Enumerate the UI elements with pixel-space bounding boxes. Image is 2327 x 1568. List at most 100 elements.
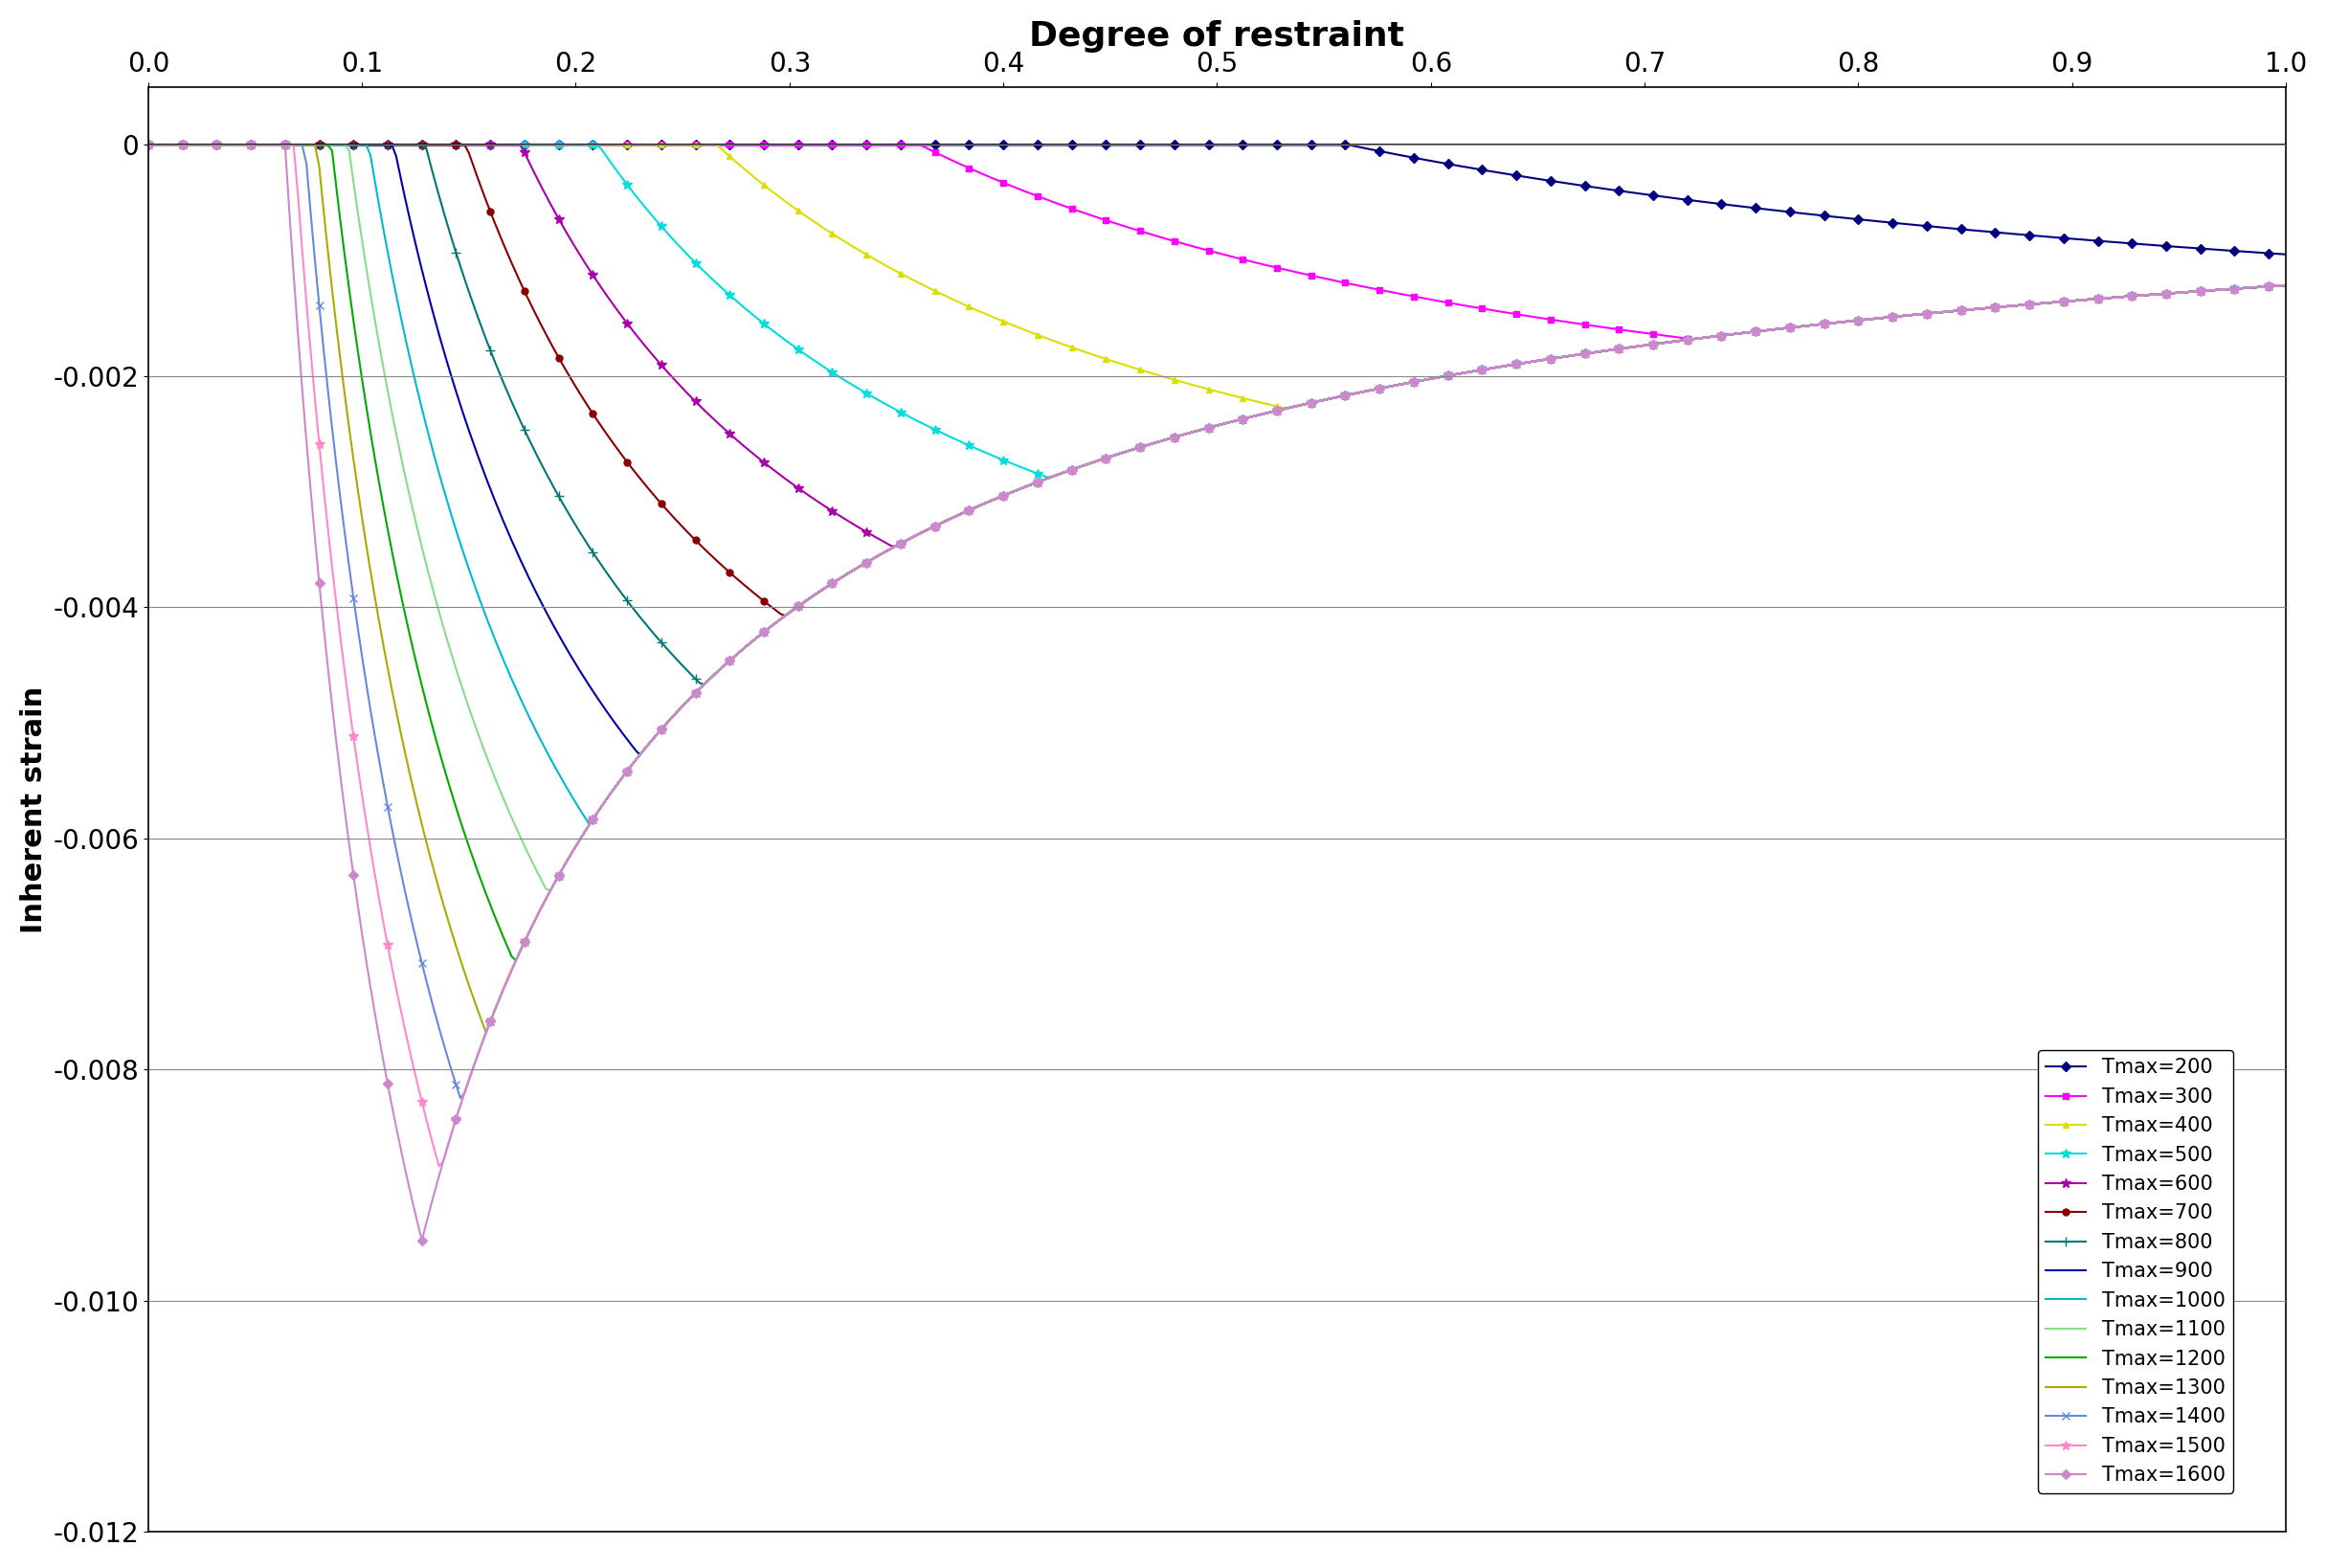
Tmax=500 [912, 416, 940, 434]
Tmax=700 [666, 513, 693, 532]
Tmax=1500 [917, 519, 945, 538]
Tmax=600 [1908, 304, 1936, 323]
Tmax=900 [759, 616, 787, 635]
Tmax=900 [1515, 353, 1543, 372]
Tmax=800 [666, 652, 693, 671]
Tmax=1000 [759, 616, 787, 635]
X-axis label: Degree of restraint: Degree of restraint [1029, 20, 1406, 52]
Line: Tmax=900: Tmax=900 [149, 144, 2285, 754]
Tmax=1500 [1515, 353, 1543, 372]
Line: Tmax=300: Tmax=300 [144, 141, 2290, 342]
Tmax=1000 [575, 814, 603, 833]
Tmax=1500 [426, 1157, 454, 1176]
Tmax=200 [912, 135, 940, 154]
Tmax=1000 [668, 696, 696, 715]
Tmax=1000 [917, 519, 945, 538]
Tmax=1100 [1540, 348, 1568, 367]
Tmax=800 [917, 519, 945, 538]
Tmax=1100 [535, 881, 563, 900]
Tmax=600 [666, 375, 693, 394]
Tmax=500 [754, 318, 782, 337]
Tmax=500 [1515, 353, 1543, 372]
Tmax=400 [1540, 348, 1568, 367]
Tmax=500 [1036, 467, 1063, 486]
Tmax=800 [2271, 276, 2299, 295]
Tmax=1100 [1515, 353, 1543, 372]
Tmax=1000 [135, 135, 163, 154]
Tmax=1400 [1515, 353, 1543, 372]
Tmax=800 [1540, 348, 1568, 367]
Tmax=1600 [759, 616, 787, 635]
Tmax=1000 [1515, 353, 1543, 372]
Tmax=600 [135, 135, 163, 154]
Tmax=1400 [2271, 276, 2299, 295]
Tmax=400 [666, 135, 693, 154]
Tmax=1400 [917, 519, 945, 538]
Tmax=300 [135, 135, 163, 154]
Tmax=600 [754, 456, 782, 475]
Tmax=1300 [472, 1022, 500, 1041]
Tmax=900 [1908, 304, 1936, 323]
Tmax=1100 [2271, 276, 2299, 295]
Tmax=500 [135, 135, 163, 154]
Tmax=1200 [2271, 276, 2299, 295]
Tmax=300 [754, 135, 782, 154]
Tmax=1200 [503, 952, 531, 971]
Tmax=900 [668, 696, 696, 715]
Tmax=1600 [1908, 304, 1936, 323]
Tmax=500 [1908, 304, 1936, 323]
Tmax=200 [1510, 168, 1538, 187]
Tmax=1300 [2271, 276, 2299, 295]
Tmax=1000 [1540, 348, 1568, 367]
Y-axis label: Inherent strain: Inherent strain [21, 685, 47, 933]
Tmax=1200 [917, 519, 945, 538]
Tmax=400 [754, 179, 782, 198]
Line: Tmax=1200: Tmax=1200 [149, 144, 2285, 961]
Tmax=300 [1908, 304, 1936, 323]
Tmax=400 [912, 278, 940, 296]
Tmax=400 [2271, 276, 2299, 295]
Tmax=600 [917, 519, 945, 538]
Tmax=1300 [917, 519, 945, 538]
Legend: Tmax=200, Tmax=300, Tmax=400, Tmax=500, Tmax=600, Tmax=700, Tmax=800, Tmax=900, : Tmax=200, Tmax=300, Tmax=400, Tmax=500, … [2038, 1051, 2234, 1493]
Tmax=1600 [917, 519, 945, 538]
Tmax=600 [1540, 348, 1568, 367]
Tmax=1400 [447, 1088, 475, 1107]
Tmax=1100 [1908, 304, 1936, 323]
Tmax=700 [2271, 276, 2299, 295]
Tmax=700 [754, 594, 782, 613]
Tmax=1600 [668, 696, 696, 715]
Line: Tmax=400: Tmax=400 [144, 141, 2290, 412]
Tmax=700 [917, 519, 945, 538]
Tmax=400 [1515, 353, 1543, 372]
Tmax=1500 [668, 696, 696, 715]
Line: Tmax=1000: Tmax=1000 [149, 144, 2285, 823]
Tmax=700 [135, 135, 163, 154]
Tmax=1600 [407, 1231, 435, 1250]
Line: Tmax=1400: Tmax=1400 [144, 141, 2290, 1102]
Tmax=400 [1908, 304, 1936, 323]
Line: Tmax=1500: Tmax=1500 [144, 141, 2290, 1171]
Tmax=900 [135, 135, 163, 154]
Tmax=700 [1908, 304, 1936, 323]
Tmax=1200 [135, 135, 163, 154]
Tmax=1500 [135, 135, 163, 154]
Line: Tmax=600: Tmax=600 [144, 141, 2290, 550]
Line: Tmax=700: Tmax=700 [144, 141, 2290, 619]
Tmax=1300 [759, 616, 787, 635]
Tmax=700 [770, 607, 798, 626]
Tmax=1200 [1908, 304, 1936, 323]
Tmax=200 [666, 135, 693, 154]
Tmax=400 [1271, 398, 1298, 417]
Line: Tmax=200: Tmax=200 [144, 141, 2290, 257]
Tmax=900 [917, 519, 945, 538]
Tmax=1400 [1908, 304, 1936, 323]
Tmax=1000 [1908, 304, 1936, 323]
Tmax=1400 [759, 616, 787, 635]
Tmax=300 [1510, 306, 1538, 325]
Tmax=1100 [917, 519, 945, 538]
Tmax=800 [691, 674, 719, 693]
Tmax=1600 [2271, 276, 2299, 295]
Tmax=1300 [668, 696, 696, 715]
Tmax=1500 [759, 616, 787, 635]
